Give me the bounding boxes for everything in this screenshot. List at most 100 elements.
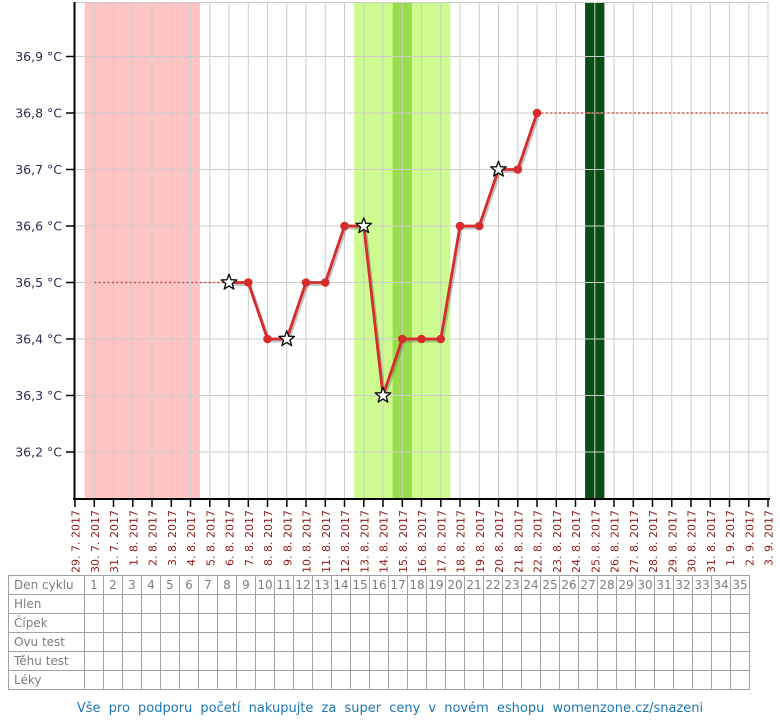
day-entry-cell bbox=[331, 632, 351, 652]
x-tick-label: 27. 8. 2017 bbox=[628, 510, 641, 572]
day-entry-cell bbox=[236, 594, 256, 614]
day-entry-cell bbox=[426, 613, 446, 633]
day-entry-cell bbox=[331, 670, 351, 690]
day-number-cell: 29 bbox=[616, 575, 636, 595]
x-tick-label: 8. 8. 2017 bbox=[262, 510, 275, 566]
day-entry-cell bbox=[692, 594, 712, 614]
day-entry-cell bbox=[255, 613, 275, 633]
day-entry-cell bbox=[578, 651, 598, 671]
day-number-cell: 17 bbox=[388, 575, 408, 595]
day-entry-cell bbox=[540, 594, 560, 614]
day-entry-cell bbox=[350, 670, 370, 690]
day-entry-cell bbox=[559, 632, 579, 652]
day-entry-cell bbox=[160, 594, 180, 614]
day-entry-cell bbox=[236, 651, 256, 671]
day-entry-cell bbox=[122, 594, 142, 614]
day-entry-cell bbox=[103, 670, 123, 690]
day-entry-cell bbox=[293, 632, 313, 652]
x-tick-label: 12. 8. 2017 bbox=[339, 510, 352, 572]
star-marker-icon bbox=[355, 217, 373, 234]
day-entry-cell bbox=[502, 670, 522, 690]
data-point bbox=[340, 221, 349, 231]
day-entry-cell bbox=[464, 632, 484, 652]
day-entry-cell bbox=[654, 594, 674, 614]
day-entry-cell bbox=[635, 651, 655, 671]
day-entry-cell bbox=[369, 651, 389, 671]
day-entry-cell bbox=[274, 594, 294, 614]
x-tick-label: 5. 8. 2017 bbox=[204, 510, 217, 566]
day-entry-cell bbox=[616, 651, 636, 671]
y-tick-label: 36,7 °C bbox=[15, 162, 62, 177]
day-entry-cell bbox=[521, 651, 541, 671]
row-label: Těhu test bbox=[8, 651, 85, 671]
day-entry-cell bbox=[673, 670, 693, 690]
eshop-link[interactable]: Vše pro podporu početí nakupujte za supe… bbox=[76, 701, 704, 716]
day-number-cell: 25 bbox=[540, 575, 560, 595]
day-entry-cell bbox=[711, 613, 731, 633]
day-entry-cell bbox=[198, 651, 218, 671]
day-entry-cell bbox=[692, 651, 712, 671]
day-number-cell: 16 bbox=[369, 575, 389, 595]
day-entry-cell bbox=[502, 651, 522, 671]
day-entry-cell bbox=[103, 651, 123, 671]
day-entry-cell bbox=[179, 613, 199, 633]
day-entry-cell bbox=[388, 632, 408, 652]
day-entry-cell bbox=[255, 632, 275, 652]
day-entry-cell bbox=[540, 632, 560, 652]
x-tick-label: 7. 8. 2017 bbox=[243, 510, 256, 566]
x-tick-label: 3. 9. 2017 bbox=[763, 510, 776, 566]
day-number-cell: 34 bbox=[711, 575, 731, 595]
day-entry-cell bbox=[141, 670, 161, 690]
day-number-cell: 27 bbox=[578, 575, 598, 595]
day-entry-cell bbox=[369, 632, 389, 652]
x-tick-label: 20. 8. 2017 bbox=[493, 510, 506, 572]
day-entry-cell bbox=[635, 632, 655, 652]
day-entry-cell bbox=[388, 594, 408, 614]
day-entry-cell bbox=[312, 594, 332, 614]
day-entry-cell bbox=[255, 594, 275, 614]
x-tick-label: 24. 8. 2017 bbox=[570, 510, 583, 572]
data-point bbox=[398, 334, 407, 344]
x-tick-label: 13. 8. 2017 bbox=[358, 510, 371, 572]
day-entry-cell bbox=[236, 613, 256, 633]
day-entry-cell bbox=[122, 670, 142, 690]
data-point bbox=[263, 334, 272, 344]
day-entry-cell bbox=[540, 670, 560, 690]
day-number-cell: 24 bbox=[521, 575, 541, 595]
day-entry-cell bbox=[616, 632, 636, 652]
day-entry-cell bbox=[445, 670, 465, 690]
day-entry-cell bbox=[141, 632, 161, 652]
day-entry-cell bbox=[540, 651, 560, 671]
day-entry-cell bbox=[483, 613, 503, 633]
row-label: Léky bbox=[8, 670, 85, 690]
data-point bbox=[301, 278, 311, 287]
star-marker-icon bbox=[374, 386, 392, 403]
x-tick-label: 30. 8. 2017 bbox=[686, 510, 699, 572]
day-entry-cell bbox=[654, 632, 674, 652]
day-entry-cell bbox=[426, 632, 446, 652]
x-tick-label: 22. 8. 2017 bbox=[532, 510, 545, 572]
day-entry-cell bbox=[179, 594, 199, 614]
day-number-cell: 31 bbox=[654, 575, 674, 595]
day-entry-cell bbox=[217, 670, 237, 690]
day-number-cell: 26 bbox=[559, 575, 579, 595]
data-point bbox=[244, 278, 253, 287]
x-tick-label: 9. 8. 2017 bbox=[281, 510, 294, 566]
day-entry-cell bbox=[597, 632, 617, 652]
day-entry-cell bbox=[217, 594, 237, 614]
day-entry-cell bbox=[692, 632, 712, 652]
x-tick-label: 31. 7. 2017 bbox=[108, 510, 121, 572]
x-tick-label: 10. 8. 2017 bbox=[301, 510, 314, 572]
day-number-cell: 2 bbox=[103, 575, 123, 595]
day-number-cell: 18 bbox=[407, 575, 427, 595]
x-tick-label: 3. 8. 2017 bbox=[166, 510, 179, 566]
day-entry-cell bbox=[673, 651, 693, 671]
day-entry-cell bbox=[407, 651, 427, 671]
day-entry-cell bbox=[122, 651, 142, 671]
day-entry-cell bbox=[331, 651, 351, 671]
day-entry-cell bbox=[122, 632, 142, 652]
x-tick-label: 21. 8. 2017 bbox=[512, 510, 525, 572]
table-row: Těhu test bbox=[8, 651, 750, 671]
row-label: Ovu test bbox=[8, 632, 85, 652]
